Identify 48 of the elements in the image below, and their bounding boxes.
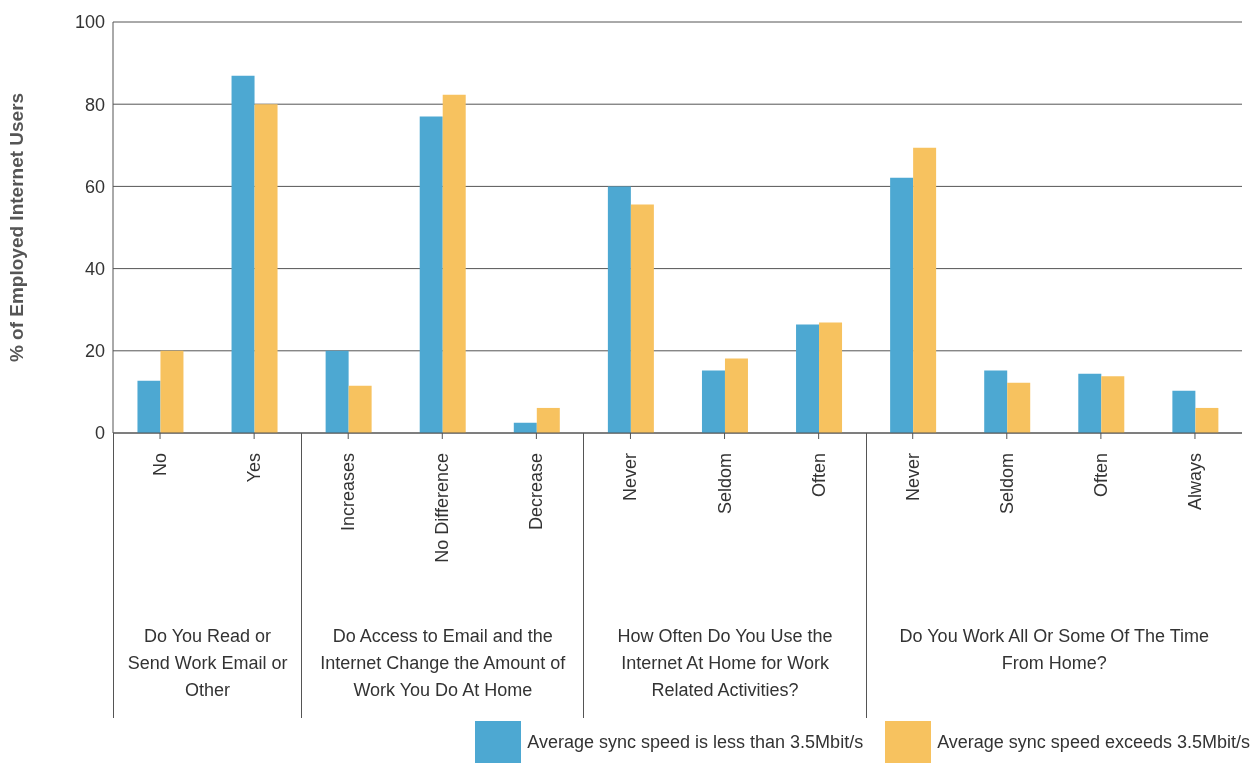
x-tick-label: Often xyxy=(1090,453,1111,498)
bar xyxy=(701,370,725,433)
text: Do You Read or Send Work Email or Other xyxy=(126,625,289,702)
legend-label: Average sync speed is less than 3.5Mbit/s xyxy=(527,731,864,753)
bar xyxy=(1172,390,1196,433)
x-tick-label: Increases xyxy=(338,453,359,532)
bar xyxy=(890,177,914,433)
bar xyxy=(1007,382,1031,433)
y-axis-title: % of Employed Internet Users xyxy=(5,92,27,363)
bar xyxy=(724,358,748,433)
x-tick-label: Never xyxy=(620,453,641,502)
x-tick-label: Never xyxy=(902,453,923,502)
bar xyxy=(325,350,349,433)
y-tick-label: 40 xyxy=(84,258,105,279)
bar xyxy=(819,322,843,433)
bar xyxy=(984,370,1008,433)
y-tick-label: 20 xyxy=(84,341,105,362)
x-tick-label: Decrease xyxy=(526,453,547,531)
bar xyxy=(796,324,820,433)
bar xyxy=(536,407,560,433)
bar xyxy=(254,104,278,433)
text: Do You Work All Or Some Of The Time From Home? xyxy=(898,625,1211,675)
bar xyxy=(348,385,372,433)
y-tick-label: 80 xyxy=(84,94,105,115)
y-tick-label: 0 xyxy=(94,423,105,444)
text: Do Access to Email and the Internet Change the Amount of Work You Do At Home xyxy=(319,625,567,702)
x-tick-label: Seldom xyxy=(996,453,1017,515)
bar xyxy=(419,116,443,433)
bar xyxy=(630,204,654,433)
text: How Often Do You Use the Internet At Home for Work Related Activities? xyxy=(616,625,834,702)
bar xyxy=(137,380,161,433)
bar xyxy=(607,186,631,433)
bar xyxy=(1195,407,1219,433)
x-tick-label: Often xyxy=(808,453,829,498)
x-tick-label: Yes xyxy=(244,453,265,483)
x-tick-label: Always xyxy=(1184,453,1205,511)
bar xyxy=(231,75,255,433)
bar xyxy=(913,147,937,433)
bar xyxy=(442,94,466,433)
x-tick-label: Seldom xyxy=(714,453,735,515)
bar xyxy=(1078,373,1102,433)
y-tick-label: 100 xyxy=(74,12,105,33)
x-tick-label: No xyxy=(150,453,171,477)
bar xyxy=(160,350,184,433)
legend-label: Average sync speed exceeds 3.5Mbit/s xyxy=(937,731,1250,753)
y-tick-label: 60 xyxy=(84,176,105,197)
x-tick-label: No Difference xyxy=(432,453,453,563)
bar xyxy=(1101,376,1125,433)
